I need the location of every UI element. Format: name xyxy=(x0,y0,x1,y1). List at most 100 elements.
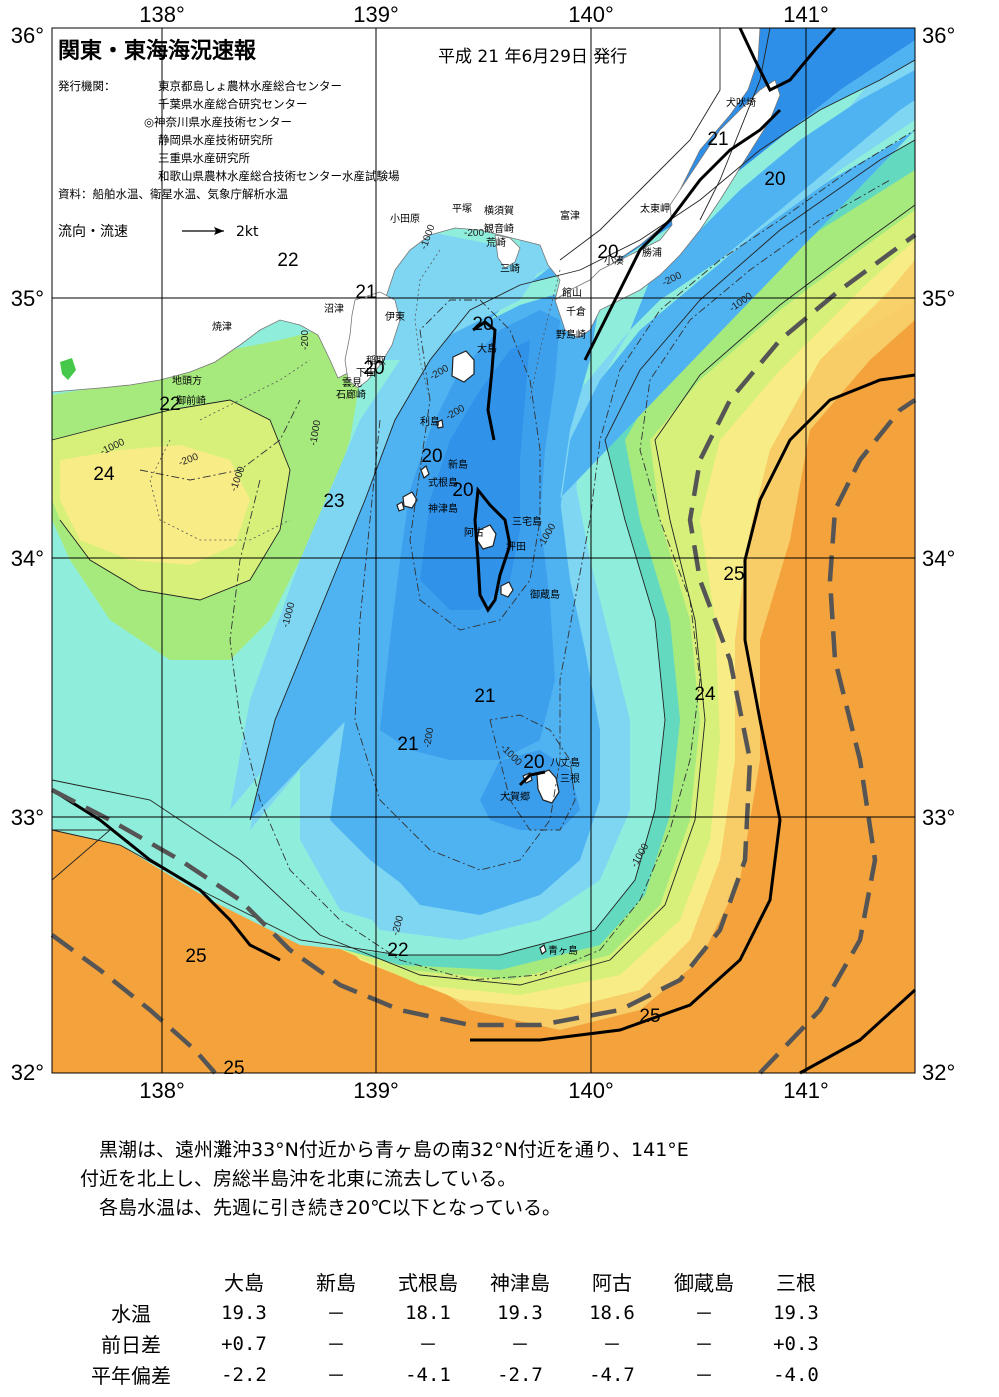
lon-label: 140° xyxy=(568,2,614,27)
commentary-line: 黒潮は、遠州灘沖33°N付近から青ヶ島の南32°N付近を通り、141°E xyxy=(80,1139,689,1161)
place-hiratsuka: 平塚 xyxy=(452,203,472,215)
green-marker xyxy=(60,358,76,380)
place-kominato: 小湊 xyxy=(604,254,624,267)
place-kannonzaki: 観音崎 xyxy=(484,222,514,235)
place-katsuura: 勝浦 xyxy=(642,246,662,259)
lon-label: 140° xyxy=(568,1078,614,1100)
column-header: 阿古 xyxy=(592,1271,632,1295)
table-cell: － xyxy=(326,1365,346,1387)
place-arasaki: 荒崎 xyxy=(486,236,506,249)
isotherm-label: 21 xyxy=(707,129,728,150)
isotherm-label: 20 xyxy=(363,358,384,379)
isotherm-label: 20 xyxy=(472,314,493,335)
place-mitsune: 三根 xyxy=(560,772,580,785)
lat-label: 35° xyxy=(922,286,955,311)
lat-label: 32° xyxy=(922,1060,955,1085)
isotherm-thick xyxy=(51,26,917,1075)
depth-label: -200 xyxy=(464,228,484,239)
graticule xyxy=(51,27,916,1074)
column-header: 式根島 xyxy=(398,1271,458,1295)
table-cell: － xyxy=(694,1303,714,1325)
map-title: 関東・東海海況速報 xyxy=(58,38,257,64)
table-cell: － xyxy=(326,1303,346,1325)
commentary-line: 各島水温は、先週に引き続き20℃以下となっている。 xyxy=(80,1197,561,1219)
isotherm-label: 21 xyxy=(397,734,418,755)
row-header: 水温 xyxy=(111,1302,151,1326)
isotherm-label: 22 xyxy=(277,250,298,271)
place-labels: 犬吠埼 太東岬 勝浦 小湊 富津 横須賀 平塚 小田原 観音崎 荒崎 三崎 館山… xyxy=(172,96,756,957)
isotherm-label: 21 xyxy=(474,686,495,707)
lon-label: 141° xyxy=(783,2,829,27)
column-header: 三根 xyxy=(776,1271,816,1295)
place-tateyama: 館山 xyxy=(562,286,582,299)
table-cell: -4.0 xyxy=(773,1363,819,1386)
place-futtsu: 富津 xyxy=(560,209,580,222)
depth-label: -1000 xyxy=(308,419,323,447)
islands xyxy=(396,350,560,955)
lon-label: 138° xyxy=(139,2,185,27)
isotherm-label: 25 xyxy=(185,946,206,967)
table-cell: － xyxy=(418,1334,438,1356)
column-header: 大島 xyxy=(224,1271,264,1295)
land xyxy=(51,27,781,393)
table-cell: － xyxy=(694,1334,714,1356)
table-cell: -4.1 xyxy=(405,1363,451,1386)
table-row: 平年偏差 -2.2 － -4.1 -2.7 -4.7 － -4.0 xyxy=(64,1359,842,1390)
table-row: 水温 19.3 － 18.1 19.3 18.6 － 19.3 xyxy=(64,1297,842,1328)
isotherm-label: 20 xyxy=(523,752,544,773)
table-cell: 18.1 xyxy=(405,1301,451,1324)
isotherm-label: 25 xyxy=(223,1058,244,1079)
row-header: 平年偏差 xyxy=(91,1364,171,1388)
isotherm-label: 21 xyxy=(355,282,376,303)
place-aogashima: 青ヶ島 xyxy=(548,944,578,957)
place-niijima: 新島 xyxy=(448,458,468,471)
place-irouzaki: 石廊崎 xyxy=(336,388,366,401)
lat-label: 34° xyxy=(922,546,955,571)
lon-label: 138° xyxy=(139,1078,185,1100)
flow-scale: 2kt xyxy=(236,224,259,240)
latitude-labels-right: 36° 35° 34° 33° 32° xyxy=(922,23,955,1085)
isotherm-thin xyxy=(51,27,916,986)
place-numazu: 沼津 xyxy=(324,302,344,315)
issuer: 三重県水産研究所 xyxy=(158,151,250,165)
table-header-row: 大島 新島 式根島 神津島 阿古 御蔵島 三根 xyxy=(64,1266,842,1297)
issue-date: 平成 21 年6月29日 発行 xyxy=(438,47,627,67)
lat-label: 32° xyxy=(11,1060,44,1085)
depth-label: -200 xyxy=(422,726,436,748)
depth-contours xyxy=(139,129,916,981)
flow-arrow-icon xyxy=(182,227,224,235)
place-oshima: 大島 xyxy=(477,342,497,355)
isotherm-label: 22 xyxy=(159,394,180,415)
lat-label: 33° xyxy=(922,805,955,830)
table-cell: － xyxy=(694,1365,714,1387)
issuer: 千葉県水産総合研究センター xyxy=(158,97,308,111)
commentary: 黒潮は、遠州灘沖33°N付近から青ヶ島の南32°N付近を通り、141°E 付近を… xyxy=(80,1136,960,1223)
table-row: 前日差 +0.7 － － － － － +0.3 xyxy=(64,1328,842,1359)
column-header: 御蔵島 xyxy=(674,1271,734,1295)
place-taitomisaki: 太東岬 xyxy=(640,202,670,215)
table-cell: 19.3 xyxy=(497,1301,543,1324)
table-cell: － xyxy=(326,1334,346,1356)
place-omaezaki: 御前崎 xyxy=(176,394,206,407)
depth-contours-dotted xyxy=(149,249,561,541)
longitude-labels-bottom: 138° 139° 140° 141° xyxy=(139,1078,829,1100)
place-jitoukata: 地頭方 xyxy=(172,374,202,387)
flow-legend-label: 流向・流速 xyxy=(58,224,128,240)
place-yokosuka: 横須賀 xyxy=(484,204,514,217)
place-shimoda: 下田 xyxy=(356,368,376,379)
place-tsubota: 坪田 xyxy=(506,540,526,553)
table-cell: -4.7 xyxy=(589,1363,635,1386)
issuer: 東京都島しょ農林水産総合センター xyxy=(158,79,342,93)
lon-label: 139° xyxy=(353,2,399,27)
place-kozushima: 神津島 xyxy=(428,502,458,515)
latitude-labels-left: 36° 35° 34° 33° 32° xyxy=(11,23,44,1085)
issuer: 静岡県水産技術研究所 xyxy=(158,133,273,147)
lon-label: 141° xyxy=(783,1078,829,1100)
lat-label: 35° xyxy=(11,286,44,311)
table-cell: － xyxy=(510,1334,530,1356)
column-header: 神津島 xyxy=(490,1271,550,1295)
isotherm-label: 22 xyxy=(387,940,408,961)
row-header: 前日差 xyxy=(101,1333,161,1357)
table-cell: 18.6 xyxy=(589,1301,635,1324)
table-cell: － xyxy=(602,1334,622,1356)
